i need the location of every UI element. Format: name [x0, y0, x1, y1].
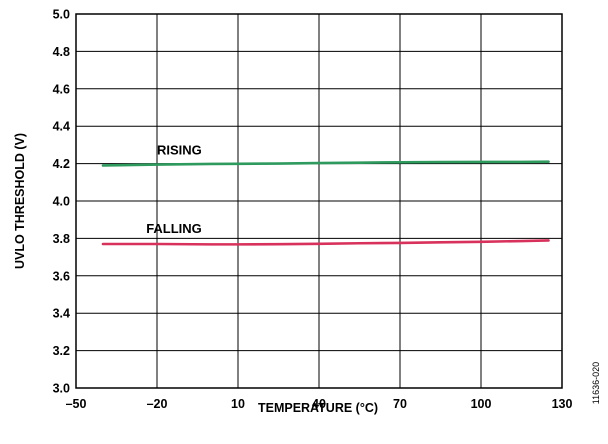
x-tick-label: 10 [231, 397, 245, 411]
y-axis-title: UVLO THRESHOLD (V) [13, 133, 27, 269]
series-label-falling: FALLING [146, 221, 202, 236]
figure-id: 11636-020 [591, 362, 601, 404]
x-tick-label: 40 [312, 397, 326, 411]
y-tick-label: 5.0 [53, 8, 70, 22]
series-line-falling [101, 239, 550, 246]
series-layer [101, 160, 550, 246]
series-line-rising [101, 160, 550, 167]
y-tick-label: 3.6 [53, 269, 70, 283]
x-tick-label: –20 [147, 397, 168, 411]
series-label-rising: RISING [157, 142, 202, 157]
x-tick-label: 100 [471, 397, 492, 411]
y-tick-label: 3.2 [53, 344, 70, 358]
y-tick-label: 4.4 [53, 120, 70, 134]
y-tick-label: 4.8 [53, 45, 70, 59]
grid-lines [76, 14, 562, 388]
x-tick-label: 130 [552, 397, 573, 411]
x-tick-labels: –50 –20 10 40 70 100 130 [66, 397, 573, 411]
x-tick-label: 70 [393, 397, 407, 411]
y-tick-label: 3.8 [53, 232, 70, 246]
y-tick-label: 3.4 [53, 307, 70, 321]
y-tick-label: 3.0 [53, 382, 70, 396]
x-tick-label: –50 [66, 397, 87, 411]
series-annotations: RISING FALLING [146, 142, 202, 236]
y-tick-label: 4.6 [53, 82, 70, 96]
y-tick-labels: 3.0 3.2 3.4 3.6 3.8 4.0 4.2 4.4 4.6 4.8 5.0 [53, 8, 70, 396]
y-tick-label: 4.2 [53, 157, 70, 171]
x-axis-title: TEMPERATURE (°C) [258, 401, 378, 415]
y-tick-label: 4.0 [53, 195, 70, 209]
plot-frame [75, 13, 563, 389]
